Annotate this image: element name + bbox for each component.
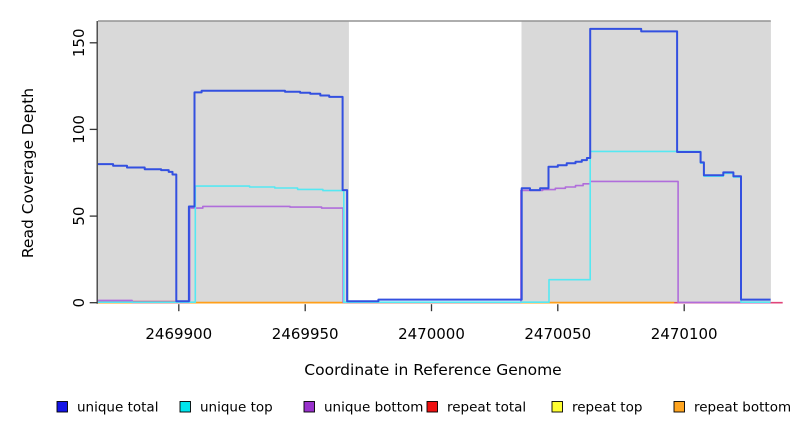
x-tick-label: 2469950 [272, 325, 339, 343]
legend-label: repeat total [447, 400, 526, 416]
y-tick-label: 0 [70, 298, 88, 308]
x-axis-title: Coordinate in Reference Genome [304, 361, 561, 379]
legend-label: unique total [77, 400, 158, 416]
x-tick-label: 2470000 [398, 325, 465, 343]
series-line-unique-total [98, 27, 771, 303]
legend-swatch-repeat-bottom [673, 401, 685, 413]
legend-swatch-repeat-total [426, 401, 438, 413]
legend-label: unique bottom [324, 400, 423, 416]
legend-swatch-unique-top [179, 401, 191, 413]
y-tick-label: 100 [70, 115, 88, 144]
shaded-region-0 [98, 21, 349, 302]
legend-label: repeat top [572, 400, 642, 416]
x-tick-label: 2469900 [145, 325, 212, 343]
legend-label: repeat bottom [694, 400, 791, 416]
x-tick-label: 2470100 [651, 325, 718, 343]
y-tick-label: 50 [70, 207, 88, 226]
legend-swatch-repeat-top [551, 401, 563, 413]
legend-swatch-unique-total [56, 401, 68, 413]
legend-swatch-unique-bottom [303, 401, 315, 413]
legend-label: unique top [200, 400, 273, 416]
x-tick-label: 2470050 [524, 325, 591, 343]
y-tick-label: 150 [70, 28, 88, 57]
shaded-region-1 [521, 21, 771, 302]
y-axis-title: Read Coverage Depth [19, 88, 37, 258]
